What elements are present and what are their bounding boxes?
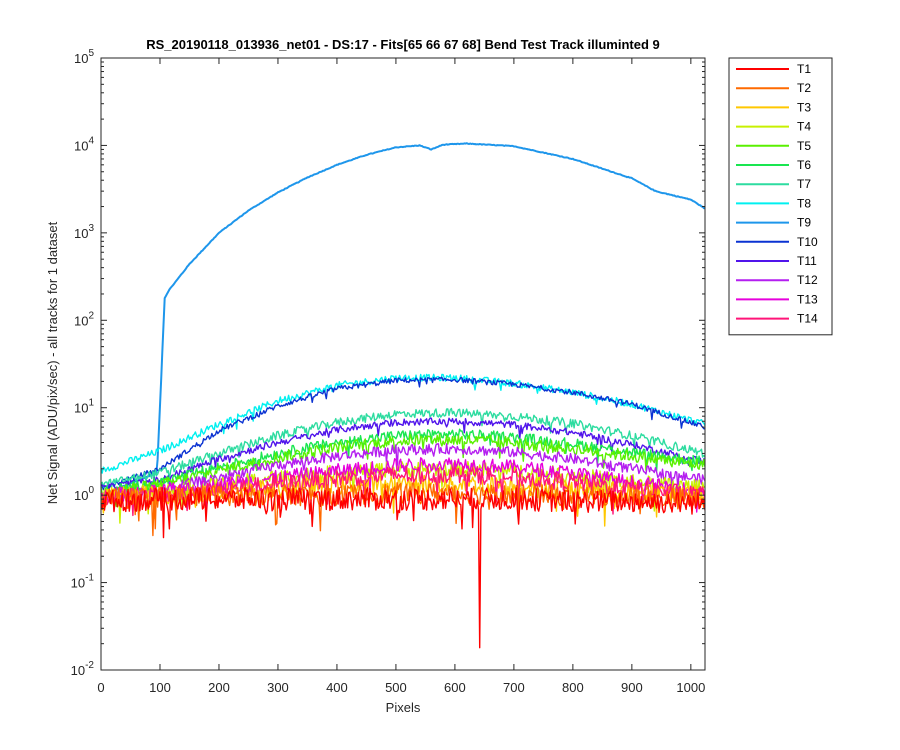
y-tick-label: 102 [74,310,94,328]
y-tick-label: 103 [74,223,94,241]
legend-label-t8: T8 [797,196,811,210]
series-line-t6 [101,428,705,499]
x-axis-label: Pixels [386,700,421,715]
legend: T1 T2 T3 T4 T5 T6 T7 T8 T9 T10 T11 T12 T13 T14 [728,57,833,336]
legend-label-t4: T4 [797,120,811,134]
legend-label-t2: T2 [797,81,811,95]
x-tick-label: 200 [208,680,230,695]
y-tick-label: 104 [74,135,94,153]
plot-area [101,142,705,649]
legend-label-t7: T7 [797,177,811,191]
legend-box [728,57,833,336]
series-line-t1 [101,487,705,649]
x-tick-label: 100 [149,680,171,695]
y-tick-label: 10-2 [71,660,95,678]
legend-label-t6: T6 [797,158,811,172]
series-line-t5 [101,433,705,508]
x-tick-label: 500 [385,680,407,695]
series-line-t10 [101,376,705,491]
axes: 0 100 200 300 400 500 600 700 800 900 1000 10-2 10-1… [71,48,706,695]
chart-title: RS_20190118_013936_net01 - DS:17 - Fits[… [146,37,660,52]
x-tick-label: 400 [326,680,348,695]
y-axis-label: Net Signal (ADU/pix/sec) - all tracks fo… [45,221,60,504]
x-tick-label: 700 [503,680,525,695]
x-tick-label: 0 [97,680,104,695]
legend-label-t1: T1 [797,62,811,76]
x-tick-label: 600 [444,680,466,695]
series-line-t11 [101,417,705,490]
series-line-t7 [101,407,705,488]
x-tick-label: 300 [267,680,289,695]
x-tick-label: 1000 [676,680,705,695]
y-tick-label: 10-1 [71,573,95,591]
y-tick-label: 101 [74,398,94,416]
legend-label-t3: T3 [797,100,811,114]
legend-label-t14: T14 [797,312,818,326]
legend-label-t11: T11 [797,254,817,268]
legend-label-t13: T13 [797,292,818,306]
y-tick-label: 100 [74,485,94,503]
axes-box [100,57,706,671]
x-tick-label: 900 [621,680,643,695]
legend-label-t5: T5 [797,139,811,153]
legend-label-t10: T10 [797,235,818,249]
legend-label-t12: T12 [797,273,818,287]
x-tick-label: 800 [562,680,584,695]
legend-label-t9: T9 [797,216,811,230]
series-line-t13 [101,457,705,513]
series-line-t9 [101,142,705,496]
y-tick-label: 105 [74,48,94,66]
